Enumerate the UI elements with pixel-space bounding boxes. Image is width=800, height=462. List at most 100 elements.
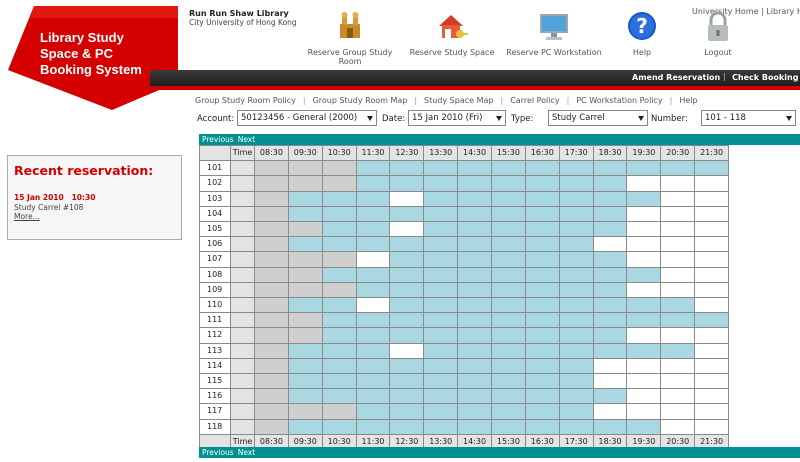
slot-104-1230[interactable] bbox=[389, 205, 425, 222]
slot-113-1430[interactable] bbox=[457, 342, 493, 359]
slot-112-1630[interactable] bbox=[524, 327, 560, 344]
slot-104-1130[interactable] bbox=[355, 205, 391, 222]
slot-117-1330[interactable] bbox=[423, 403, 459, 420]
slot-114-1330[interactable] bbox=[423, 357, 459, 374]
slot-106-0930[interactable] bbox=[287, 236, 323, 253]
slot-110-1330[interactable] bbox=[423, 297, 459, 314]
slot-101-1330[interactable] bbox=[423, 160, 459, 177]
slot-111-1630[interactable] bbox=[524, 312, 560, 329]
slot-114-1630[interactable] bbox=[524, 357, 560, 374]
slot-104-1330[interactable] bbox=[423, 205, 459, 222]
slot-108-1230[interactable] bbox=[389, 266, 425, 283]
account-select[interactable]: 50123456 - General (2000) bbox=[237, 110, 377, 126]
slot-106-1430[interactable] bbox=[457, 236, 493, 253]
slot-101-1630[interactable] bbox=[524, 160, 560, 177]
slot-105-1530[interactable] bbox=[491, 221, 526, 238]
slot-101-2030[interactable] bbox=[660, 160, 696, 177]
slot-113-1930[interactable] bbox=[626, 342, 662, 359]
slot-106-1530[interactable] bbox=[491, 236, 526, 253]
slot-114-1430[interactable] bbox=[457, 357, 493, 374]
slot-109-1130[interactable] bbox=[355, 281, 391, 298]
slot-112-1730[interactable] bbox=[558, 327, 594, 344]
slot-113-1530[interactable] bbox=[491, 342, 526, 359]
slot-109-1330[interactable] bbox=[423, 281, 459, 298]
slot-115-1030[interactable] bbox=[321, 373, 357, 390]
slot-103-1030[interactable] bbox=[321, 190, 357, 207]
slot-112-1330[interactable] bbox=[423, 327, 459, 344]
slot-117-1230[interactable] bbox=[389, 403, 425, 420]
next-link[interactable]: Next bbox=[237, 448, 256, 457]
slot-118-1830[interactable] bbox=[592, 418, 628, 435]
slot-117-1730[interactable] bbox=[558, 403, 594, 420]
slot-114-1730[interactable] bbox=[558, 357, 594, 374]
system-logo[interactable]: Library Study Space & PC Booking System bbox=[0, 0, 180, 114]
slot-112-1430[interactable] bbox=[457, 327, 493, 344]
slot-111-2130[interactable] bbox=[694, 312, 730, 329]
slot-103-0930[interactable] bbox=[287, 190, 323, 207]
slot-113-1130[interactable] bbox=[355, 342, 391, 359]
slot-111-1730[interactable] bbox=[558, 312, 594, 329]
slot-116-1530[interactable] bbox=[491, 388, 526, 405]
slot-110-1730[interactable] bbox=[558, 297, 594, 314]
policy-link-pc-workstation[interactable]: PC Workstation Policy bbox=[576, 96, 663, 105]
slot-103-1630[interactable] bbox=[524, 190, 560, 207]
slot-109-1230[interactable] bbox=[389, 281, 425, 298]
slot-115-1530[interactable] bbox=[491, 373, 526, 390]
slot-113-1830[interactable] bbox=[592, 342, 628, 359]
slot-116-1030[interactable] bbox=[321, 388, 357, 405]
number-select[interactable]: 101 - 118 bbox=[701, 110, 796, 126]
slot-116-1830[interactable] bbox=[592, 388, 628, 405]
slot-102-1630[interactable] bbox=[524, 175, 560, 192]
slot-104-1530[interactable] bbox=[491, 205, 526, 222]
slot-106-1730[interactable] bbox=[558, 236, 594, 253]
slot-116-1430[interactable] bbox=[457, 388, 493, 405]
slot-112-1530[interactable] bbox=[491, 327, 526, 344]
previous-link[interactable]: Previous bbox=[202, 135, 234, 144]
slot-104-1730[interactable] bbox=[558, 205, 594, 222]
slot-109-1630[interactable] bbox=[524, 281, 560, 298]
slot-111-1830[interactable] bbox=[592, 312, 628, 329]
slot-116-0930[interactable] bbox=[287, 388, 323, 405]
slot-110-1930[interactable] bbox=[626, 297, 662, 314]
slot-118-1230[interactable] bbox=[389, 418, 425, 435]
logout-button[interactable]: Logout bbox=[696, 10, 740, 57]
slot-108-1530[interactable] bbox=[491, 266, 526, 283]
slot-113-1730[interactable] bbox=[558, 342, 594, 359]
slot-108-1130[interactable] bbox=[355, 266, 391, 283]
slot-102-1230[interactable] bbox=[389, 175, 425, 192]
help-button[interactable]: ? Help bbox=[620, 10, 664, 57]
slot-112-1130[interactable] bbox=[355, 327, 391, 344]
slot-113-1630[interactable] bbox=[524, 342, 560, 359]
slot-101-1930[interactable] bbox=[626, 160, 662, 177]
slot-101-1730[interactable] bbox=[558, 160, 594, 177]
slot-113-1030[interactable] bbox=[321, 342, 357, 359]
slot-104-1630[interactable] bbox=[524, 205, 560, 222]
slot-111-1330[interactable] bbox=[423, 312, 459, 329]
slot-108-1930[interactable] bbox=[626, 266, 662, 283]
slot-108-1330[interactable] bbox=[423, 266, 459, 283]
slot-102-1330[interactable] bbox=[423, 175, 459, 192]
type-select[interactable]: Study Carrel bbox=[548, 110, 648, 126]
slot-117-1630[interactable] bbox=[524, 403, 560, 420]
slot-108-1630[interactable] bbox=[524, 266, 560, 283]
slot-109-1730[interactable] bbox=[558, 281, 594, 298]
slot-111-1530[interactable] bbox=[491, 312, 526, 329]
slot-110-1030[interactable] bbox=[321, 297, 357, 314]
slot-112-1830[interactable] bbox=[592, 327, 628, 344]
slot-116-1130[interactable] bbox=[355, 388, 391, 405]
slot-109-1830[interactable] bbox=[592, 281, 628, 298]
slot-108-1730[interactable] bbox=[558, 266, 594, 283]
policy-link-group-study-room[interactable]: Group Study Room Policy bbox=[195, 96, 296, 105]
slot-116-1230[interactable] bbox=[389, 388, 425, 405]
slot-115-0930[interactable] bbox=[287, 373, 323, 390]
slot-111-1030[interactable] bbox=[321, 312, 357, 329]
slot-106-1330[interactable] bbox=[423, 236, 459, 253]
slot-102-1430[interactable] bbox=[457, 175, 493, 192]
slot-105-1030[interactable] bbox=[321, 221, 357, 238]
slot-107-1730[interactable] bbox=[558, 251, 594, 268]
slot-116-1730[interactable] bbox=[558, 388, 594, 405]
policy-link-group-study-room-map[interactable]: Group Study Room Map bbox=[312, 96, 408, 105]
slot-110-1530[interactable] bbox=[491, 297, 526, 314]
slot-118-1930[interactable] bbox=[626, 418, 662, 435]
slot-117-1530[interactable] bbox=[491, 403, 526, 420]
